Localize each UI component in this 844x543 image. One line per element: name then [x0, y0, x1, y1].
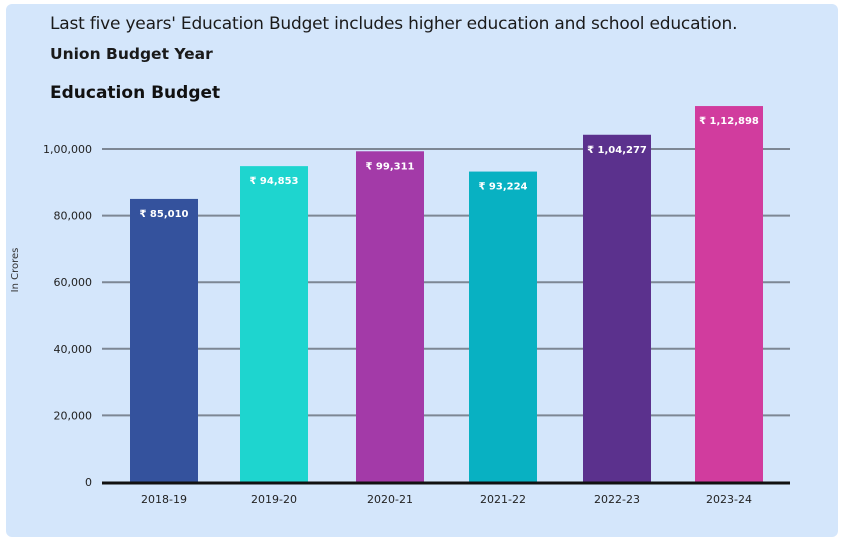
y-tick-label: 80,000: [54, 210, 93, 223]
bar-2019-20: [240, 166, 308, 482]
chart-subtitle: Union Budget Year: [50, 45, 213, 63]
chart-title: Education Budget: [50, 83, 221, 103]
x-tick-label: 2021-22: [480, 493, 526, 506]
y-tick-label: 0: [85, 476, 92, 489]
x-tick-label: 2018-19: [141, 493, 187, 506]
x-tick-label: 2023-24: [706, 493, 752, 506]
y-tick-label: 1,00,000: [43, 143, 92, 156]
bar-2020-21: [356, 151, 424, 482]
bar-2018-19: [130, 198, 198, 483]
x-tick-label: 2022-23: [594, 493, 640, 506]
data-label: ₹ 1,12,898: [699, 116, 759, 127]
data-label: ₹ 93,224: [478, 182, 527, 193]
y-tick-label: 40,000: [54, 343, 93, 356]
y-tick-label: 60,000: [54, 276, 93, 289]
data-label: ₹ 99,311: [365, 161, 414, 172]
chart-caption: Last five years' Education Budget includ…: [50, 14, 738, 34]
data-label: ₹ 1,04,277: [587, 145, 647, 156]
data-label: ₹ 94,853: [249, 176, 298, 187]
x-tick-label: 2019-20: [251, 493, 297, 506]
bar-2022-23: [583, 134, 651, 483]
y-axis-label: In Crores: [10, 248, 21, 293]
bar-2023-24: [695, 106, 763, 483]
x-tick-label: 2020-21: [367, 493, 413, 506]
bar-2021-22: [469, 171, 537, 482]
data-label: ₹ 85,010: [139, 209, 188, 220]
y-tick-label: 20,000: [54, 409, 93, 422]
